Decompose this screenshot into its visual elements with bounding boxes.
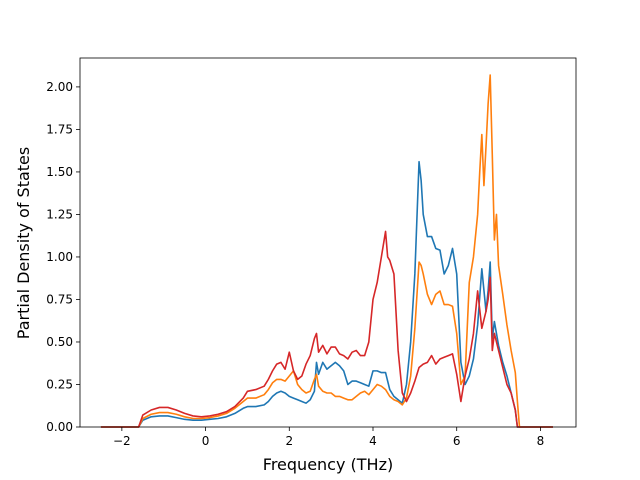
series-line-3 bbox=[100, 230, 553, 428]
x-tick-label: 8 bbox=[537, 434, 545, 448]
x-axis-label: Frequency (THz) bbox=[263, 455, 393, 474]
y-tick-label: 0.75 bbox=[46, 292, 73, 306]
x-tick-label: 4 bbox=[369, 434, 377, 448]
plot-frame bbox=[79, 57, 577, 428]
y-tick-label: 1.75 bbox=[46, 122, 73, 136]
y-axis-label: Partial Density of States bbox=[14, 147, 33, 339]
y-tick-label: 0.25 bbox=[46, 377, 73, 391]
series-layer bbox=[100, 74, 553, 428]
x-tick-label: −2 bbox=[113, 434, 131, 448]
y-tick-label: 0.50 bbox=[46, 335, 73, 349]
x-tick-label: 6 bbox=[453, 434, 461, 448]
y-tick-label: 0.00 bbox=[46, 420, 73, 434]
y-tick-label: 2.00 bbox=[46, 80, 73, 94]
series-line-1 bbox=[100, 160, 553, 428]
axes-layer bbox=[79, 57, 577, 428]
y-tick-label: 1.25 bbox=[46, 207, 73, 221]
y-tick-label: 1.50 bbox=[46, 165, 73, 179]
y-tick-label: 1.00 bbox=[46, 250, 73, 264]
x-tick-label: 2 bbox=[285, 434, 293, 448]
series-line-2 bbox=[100, 74, 553, 428]
ticks-layer: −2 0 2 4 6 8 0.00 0.25 0.50 0.75 1.00 1.25 1.50 1.75 2… bbox=[46, 80, 544, 448]
x-tick-label: 0 bbox=[202, 434, 210, 448]
